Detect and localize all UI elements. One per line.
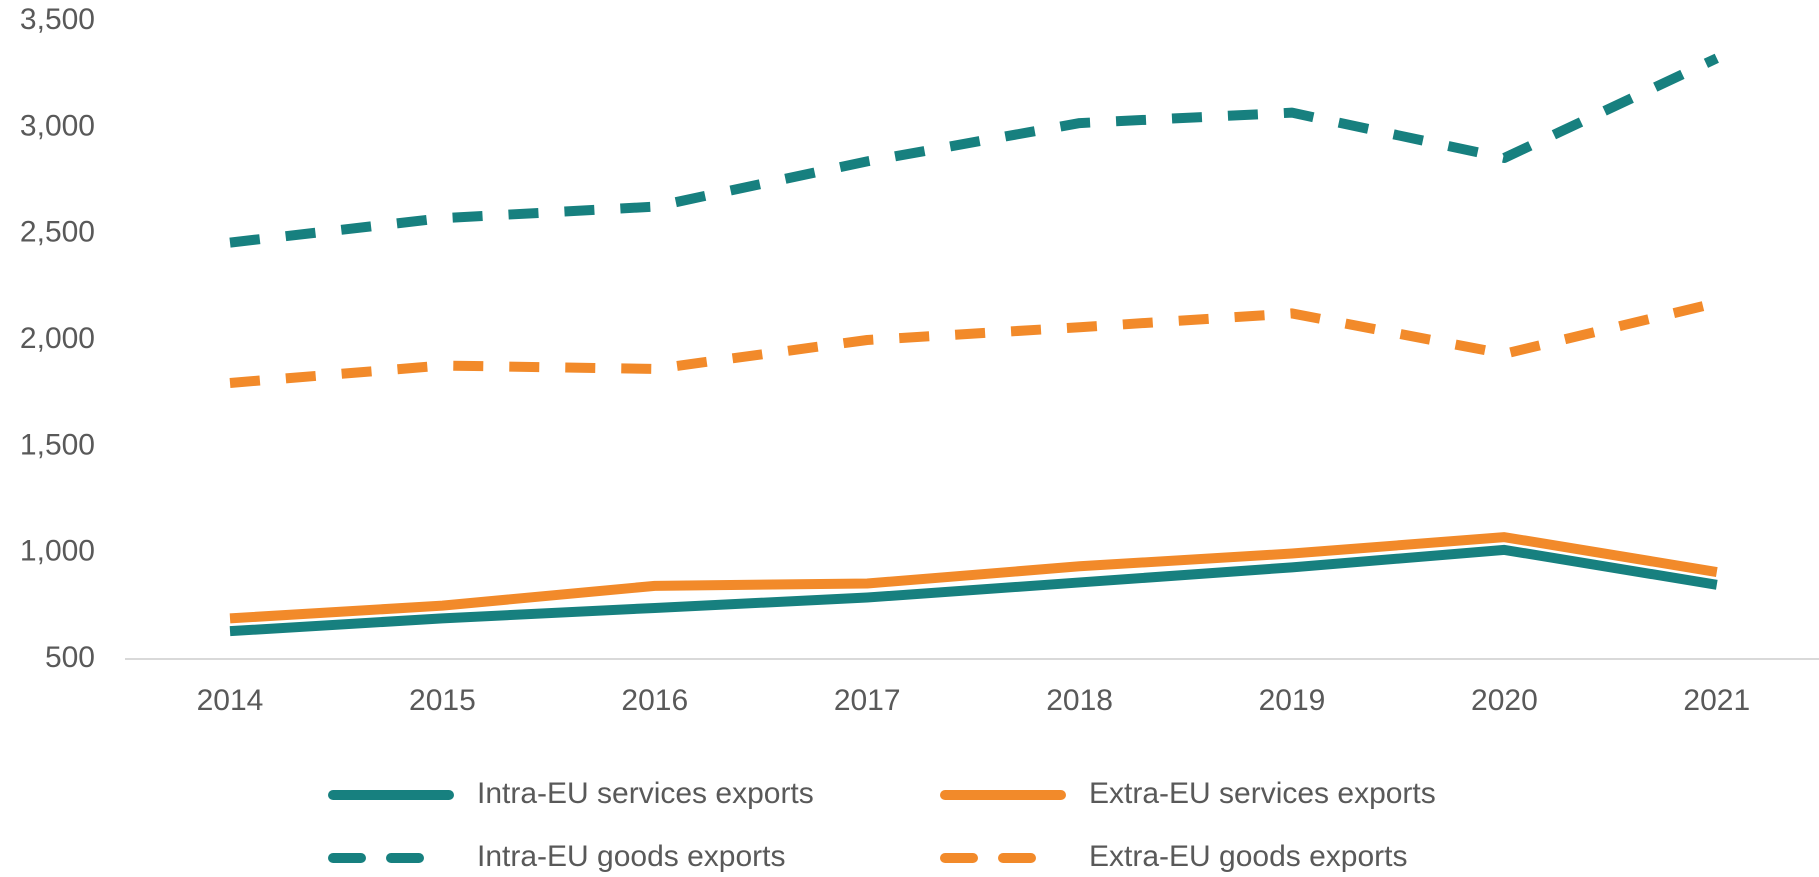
x-tick-label: 2021	[1683, 684, 1750, 717]
y-tick-label: 1,500	[20, 428, 95, 461]
y-tick-label: 2,000	[20, 322, 95, 355]
legend-label: Intra-EU goods exports	[477, 840, 785, 873]
x-tick-label: 2018	[1046, 684, 1113, 717]
x-tick-label: 2019	[1259, 684, 1326, 717]
x-tick-label: 2014	[197, 684, 264, 717]
x-tick-label: 2015	[409, 684, 476, 717]
y-tick-label: 3,500	[20, 3, 95, 36]
x-tick-label: 2016	[621, 684, 688, 717]
y-tick-label: 2,500	[20, 216, 95, 249]
legend-label: Extra-EU services exports	[1089, 777, 1436, 810]
legend-label: Extra-EU goods exports	[1089, 840, 1407, 873]
series-line	[229, 53, 1719, 248]
y-tick-label: 1,000	[20, 535, 95, 568]
legend-label: Intra-EU services exports	[477, 777, 814, 810]
y-tick-label: 3,000	[20, 109, 95, 142]
series-line	[229, 297, 1718, 388]
series-line	[229, 544, 1718, 637]
x-tick-label: 2020	[1471, 684, 1538, 717]
x-tick-label: 2017	[834, 684, 901, 717]
y-tick-label: 500	[45, 641, 95, 674]
series-line	[229, 532, 1718, 624]
